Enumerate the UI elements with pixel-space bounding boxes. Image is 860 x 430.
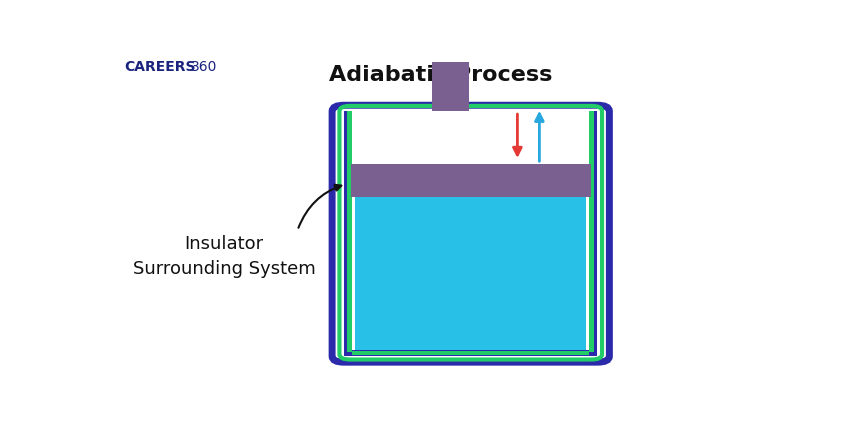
Bar — [347, 111, 352, 352]
Text: 360: 360 — [191, 60, 218, 74]
Bar — [433, 61, 469, 111]
Text: CAREERS: CAREERS — [124, 60, 196, 74]
Bar — [352, 351, 589, 355]
Bar — [355, 197, 586, 350]
Bar — [589, 111, 594, 352]
Text: Adiabatic Process: Adiabatic Process — [329, 65, 552, 85]
Bar — [344, 111, 352, 356]
Text: Insulator
Surrounding System: Insulator Surrounding System — [132, 235, 316, 278]
Bar — [589, 111, 598, 356]
Bar — [344, 350, 598, 356]
Bar — [351, 164, 591, 197]
